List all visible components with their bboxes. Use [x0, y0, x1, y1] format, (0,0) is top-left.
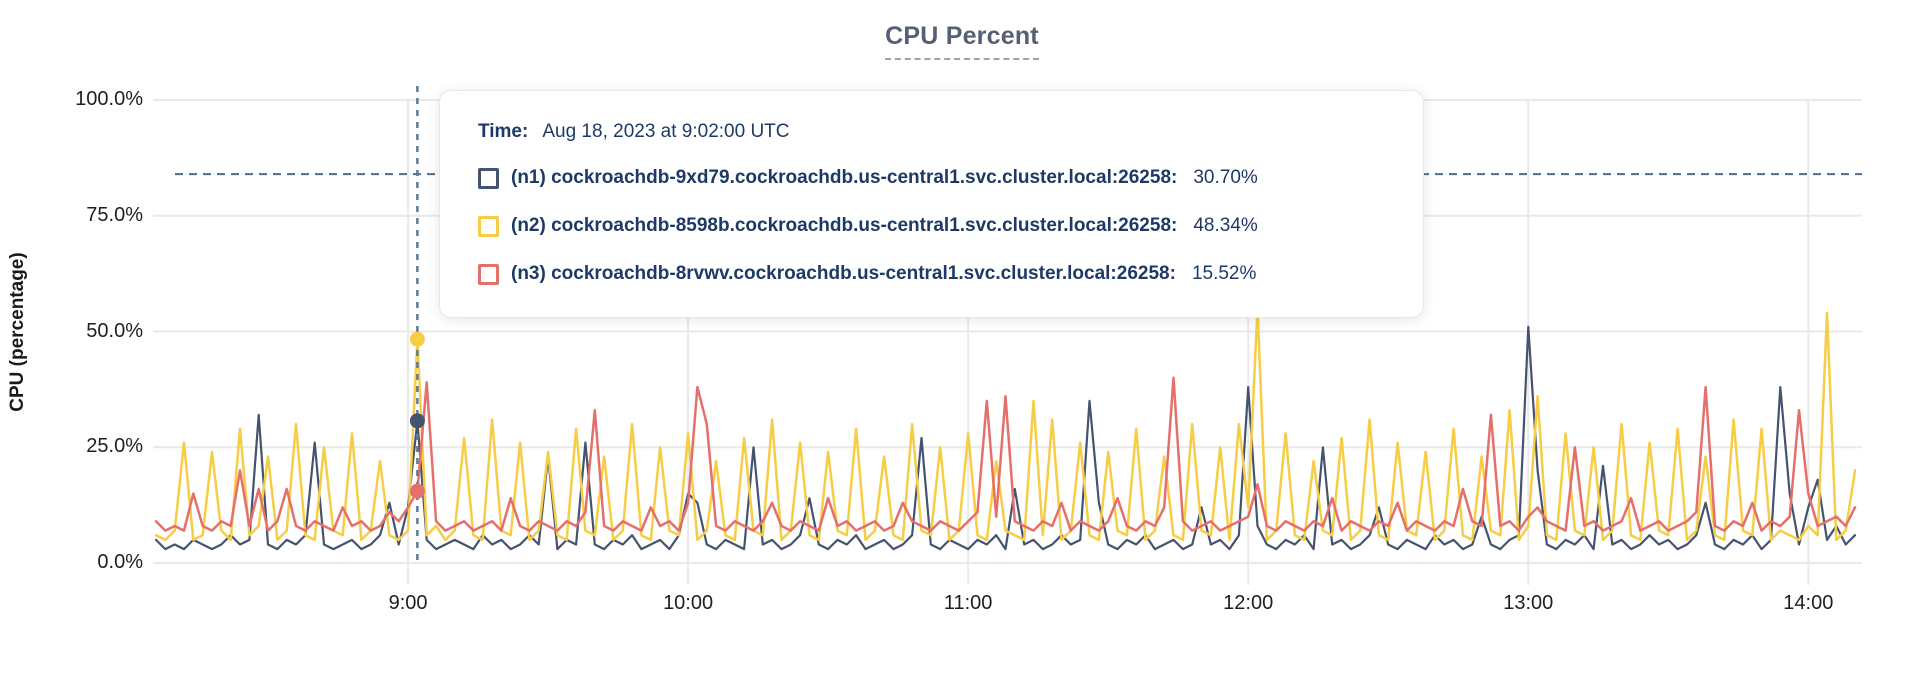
- tooltip-series-row-n1: (n1) cockroachdb-9xd79.cockroachdb.us-ce…: [478, 167, 1393, 189]
- y-axis-label: CPU (percentage): [7, 252, 28, 412]
- series-n2-color-swatch-icon: [478, 215, 499, 237]
- hover-point-dot: [409, 413, 425, 429]
- series-n3-color-swatch-icon: [478, 263, 499, 285]
- y-tick-label: 25.0%: [86, 435, 143, 458]
- tooltip-series-row-n2: (n2) cockroachdb-8598b.cockroachdb.us-ce…: [478, 215, 1393, 237]
- tooltip-series-n2-label: (n2) cockroachdb-8598b.cockroachdb.us-ce…: [511, 215, 1178, 236]
- hover-point-dot: [409, 483, 425, 499]
- x-tick-label: 13:00: [1503, 592, 1554, 614]
- x-tick-label: 10:00: [663, 592, 714, 614]
- y-tick-label: 0.0%: [97, 551, 143, 573]
- tooltip-series-n1-label: (n1) cockroachdb-9xd79.cockroachdb.us-ce…: [511, 167, 1178, 188]
- tooltip-time-row: Time: Aug 18, 2023 at 9:02:00 UTC: [478, 121, 1393, 143]
- tooltip-series-n3-label: (n3) cockroachdb-8rvwv.cockroachdb.us-ce…: [511, 263, 1176, 284]
- x-tick-label: 12:00: [1223, 592, 1274, 614]
- series-line-n1: [154, 325, 1857, 551]
- chart-title-wrap: CPU Percent: [0, 22, 1924, 60]
- y-tick-label: 50.0%: [86, 319, 143, 342]
- series-line-n3: [154, 376, 1857, 532]
- tooltip-series-n1-value: 30.70%: [1193, 167, 1258, 188]
- tooltip-time-value: Aug 18, 2023 at 9:02:00 UTC: [542, 121, 790, 142]
- chart-tooltip: Time: Aug 18, 2023 at 9:02:00 UTC (n1) co…: [439, 90, 1424, 318]
- tooltip-time-label: Time:: [478, 121, 529, 142]
- series-line-n2: [154, 307, 1857, 542]
- x-tick-label: 9:00: [388, 592, 428, 614]
- x-tick-label: 11:00: [943, 592, 993, 614]
- y-tick-label: 100.0%: [75, 88, 143, 110]
- tooltip-series-n3-value: 15.52%: [1191, 263, 1257, 284]
- x-tick-label: 14:00: [1783, 592, 1834, 614]
- hover-point-dot: [409, 331, 425, 347]
- y-tick-label: 75.0%: [86, 203, 143, 226]
- chart-title[interactable]: CPU Percent: [885, 22, 1039, 60]
- tooltip-series-n2-value: 48.34%: [1193, 215, 1258, 236]
- tooltip-series-row-n3: (n3) cockroachdb-8rvwv.cockroachdb.us-ce…: [478, 263, 1393, 285]
- series-n1-color-swatch-icon: [478, 167, 499, 189]
